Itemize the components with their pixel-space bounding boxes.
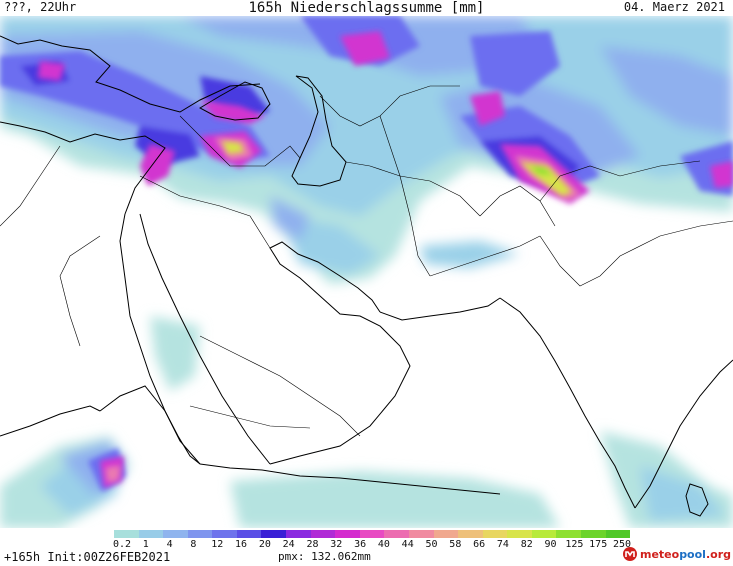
- color-scale-tick-label: 16: [235, 539, 248, 550]
- color-scale-segment: [507, 530, 532, 538]
- color-scale-segment: [580, 530, 606, 538]
- max-precipitation-label: pmx: 132.062mm: [278, 550, 371, 563]
- color-scale-segment: [212, 530, 237, 538]
- color-scale-segment: [261, 530, 287, 538]
- color-scale-segment: [286, 530, 311, 538]
- color-scale-tick-label: 24: [282, 539, 295, 550]
- color-scale-tick-label: 90: [544, 539, 557, 550]
- color-scale-tick-label: 44: [401, 539, 414, 550]
- color-scale-tick-label: 175: [589, 539, 608, 550]
- valid-time-label: ???, 22Uhr: [4, 0, 77, 14]
- precipitation-map: [0, 16, 733, 528]
- color-scale-segment: [482, 530, 508, 538]
- color-scale-tick-label: 4: [166, 539, 173, 550]
- color-scale-segment: [556, 530, 581, 538]
- country-borders: [0, 85, 733, 437]
- color-scale-segment: [163, 530, 188, 538]
- color-scale-tick-label: 74: [496, 539, 509, 550]
- map-title: 165h Niederschlagssumme [mm]: [248, 0, 485, 16]
- color-scale-segment: [335, 530, 360, 538]
- meteopool-icon: [622, 547, 637, 561]
- color-scale-tick-label: 250: [612, 539, 632, 550]
- color-scale-segment: [433, 530, 459, 538]
- precipitation-field: [0, 16, 733, 528]
- color-scale-segment: [310, 530, 336, 538]
- color-scale-tick-label: 58: [449, 539, 462, 550]
- color-scale-tick-label: 36: [354, 539, 367, 550]
- color-scale-tick-label: 28: [306, 539, 319, 550]
- color-scale-tick-label: 82: [520, 539, 533, 550]
- meteopool-wordmark: meteopool.org: [639, 547, 731, 561]
- color-scale-tick-label: 0.2: [112, 539, 132, 550]
- color-scale-segment: [605, 530, 631, 538]
- precipitation-map-canvas: [0, 16, 733, 528]
- color-scale-segment: [236, 530, 262, 538]
- color-scale-segment: [187, 530, 213, 538]
- color-scale-tick-label: 40: [377, 539, 390, 550]
- color-scale-tick-label: 50: [425, 539, 438, 550]
- color-scale-segment: [359, 530, 385, 538]
- coastlines: [0, 35, 733, 517]
- color-scale-tick-label: 32: [330, 539, 343, 550]
- precipitation-color-scale: [114, 530, 631, 538]
- meteopool-logo: meteopool.org: [622, 546, 731, 562]
- color-scale-segment: [408, 530, 434, 538]
- color-scale-segment: [114, 530, 139, 538]
- color-scale-tick-label: 1: [142, 539, 149, 550]
- color-scale-tick-label: 8: [190, 539, 197, 550]
- color-scale-tick-label: 20: [258, 539, 271, 550]
- color-scale-segment: [531, 530, 557, 538]
- color-scale-tick-label: 12: [211, 539, 224, 550]
- color-scale-segment: [384, 530, 409, 538]
- color-scale-tick-label: 125: [565, 539, 584, 550]
- color-scale-ticks: 0.2 1 4 8 12 16 20 24 28 32 36 40 44 50 58 66 74 82 90 125 1…: [112, 539, 632, 551]
- model-run-label: +165h Init:00Z26FEB2021: [4, 550, 171, 564]
- forecast-date: 04. Maerz 2021: [623, 0, 725, 14]
- color-scale-segment: [138, 530, 164, 538]
- color-scale-segment: [458, 530, 483, 538]
- color-scale-tick-label: 66: [473, 539, 486, 550]
